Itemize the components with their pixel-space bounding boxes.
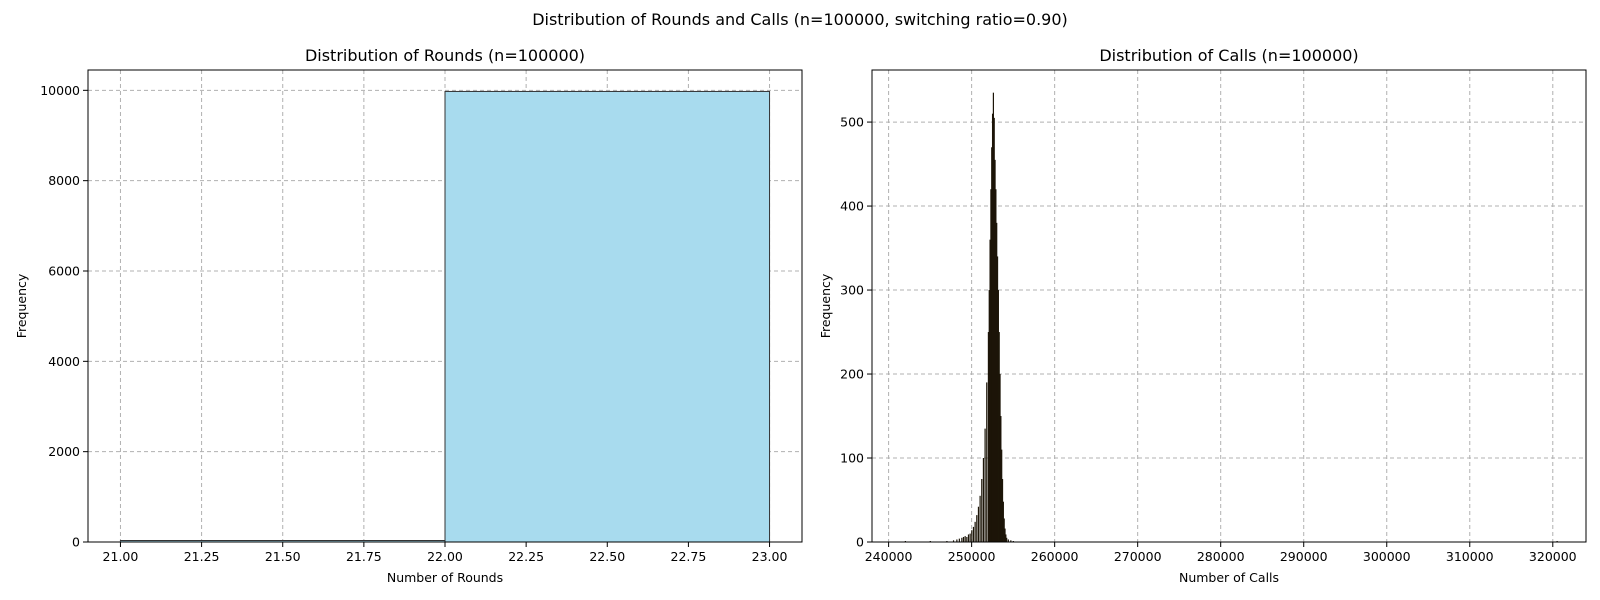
rounds-x-tick-label: 23.00 <box>752 549 788 564</box>
rounds-x-tick-label: 21.75 <box>346 549 382 564</box>
calls-histogram-bar <box>981 479 983 542</box>
calls-x-tick-label: 310000 <box>1446 549 1494 564</box>
calls-histogram-bar <box>995 189 997 543</box>
figure-suptitle: Distribution of Rounds and Calls (n=1000… <box>532 10 1068 29</box>
calls-histogram-bar <box>997 290 999 542</box>
calls-chart-title: Distribution of Calls (n=100000) <box>1099 46 1358 65</box>
calls-histogram-bar <box>1010 540 1012 542</box>
calls-histogram-bar <box>1003 518 1005 542</box>
calls-histogram-bar <box>1007 539 1009 542</box>
rounds-x-tick-label: 22.50 <box>589 549 625 564</box>
calls-bars <box>904 92 1558 543</box>
calls-y-ticks: 0 100 200 300 400 500 <box>840 115 872 550</box>
calls-histogram-bar <box>969 533 971 542</box>
calls-histogram-bar <box>994 159 996 543</box>
calls-histogram-bar <box>996 256 999 542</box>
calls-histogram-bar <box>972 526 975 542</box>
calls-histogram-bar <box>967 534 970 542</box>
calls-histogram-bar <box>989 239 991 542</box>
calls-x-tick-label: 320000 <box>1529 549 1577 564</box>
calls-histogram-bar <box>984 428 986 542</box>
calls-y-axis-label: Frequency <box>818 273 833 338</box>
calls-histogram-bar <box>1002 501 1004 542</box>
calls-histogram-bar <box>1001 479 1004 542</box>
calls-histogram-bar <box>962 536 965 542</box>
rounds-x-tick-label: 21.50 <box>265 549 301 564</box>
calls-histogram-bar <box>952 540 955 542</box>
calls-histogram-bar <box>987 332 990 542</box>
calls-x-tick-label: 270000 <box>1114 549 1162 564</box>
rounds-x-tick-label: 21.25 <box>184 549 220 564</box>
rounds-y-ticks: 0 2000 4000 6000 8000 10000 <box>40 83 88 550</box>
rounds-histogram-panel: Distribution of Rounds (n=100000) 21.00 2… <box>14 46 803 585</box>
calls-x-tick-label: 290000 <box>1280 549 1328 564</box>
calls-histogram-panel: Distribution of Calls (n=100000) 240000 2… <box>818 46 1587 585</box>
calls-histogram-bar <box>974 521 976 542</box>
calls-y-tick-label: 500 <box>840 115 864 130</box>
rounds-y-axis-label: Frequency <box>14 273 29 338</box>
rounds-x-tick-label: 22.75 <box>671 549 707 564</box>
calls-histogram-bar <box>986 382 988 542</box>
calls-x-axis-label: Number of Calls <box>1179 570 1279 585</box>
rounds-x-tick-label: 22.00 <box>427 549 463 564</box>
rounds-x-axis-label: Number of Rounds <box>387 570 503 585</box>
calls-y-tick-label: 100 <box>840 451 864 466</box>
calls-x-tick-label: 280000 <box>1197 549 1245 564</box>
rounds-bars <box>119 90 771 543</box>
calls-histogram-bar <box>999 374 1001 542</box>
calls-histogram-bar <box>988 290 990 542</box>
rounds-histogram-bar <box>444 90 771 543</box>
calls-histogram-bar <box>956 539 958 542</box>
rounds-x-tick-label: 21.00 <box>103 549 139 564</box>
calls-histogram-bar <box>1000 416 1002 542</box>
rounds-y-tick-label: 8000 <box>48 173 80 188</box>
calls-histogram-bar <box>1004 528 1006 542</box>
rounds-y-tick-label: 4000 <box>48 354 80 369</box>
calls-plot-frame <box>871 69 1587 543</box>
calls-histogram-bar <box>982 458 985 542</box>
calls-y-tick-label: 400 <box>840 199 864 214</box>
calls-histogram-bar <box>992 92 994 543</box>
calls-histogram-bar <box>966 536 968 542</box>
calls-y-tick-label: 300 <box>840 283 864 298</box>
calls-histogram-bar <box>991 113 994 542</box>
calls-histogram-bar <box>971 530 973 542</box>
rounds-chart-title: Distribution of Rounds (n=100000) <box>305 46 585 65</box>
calls-grid <box>872 70 1586 543</box>
calls-histogram-bar <box>991 147 993 542</box>
calls-histogram-bar <box>1005 534 1007 542</box>
rounds-y-tick-label: 2000 <box>48 444 80 459</box>
calls-histogram-bar <box>1001 449 1003 542</box>
rounds-y-tick-label: 10000 <box>40 83 80 98</box>
calls-histogram-bar <box>998 332 1000 542</box>
rounds-x-ticks: 21.00 21.25 21.50 21.75 22.00 22.25 22.50 22.75… <box>103 542 788 564</box>
calls-x-tick-label: 240000 <box>865 549 913 564</box>
rounds-y-tick-label: 6000 <box>48 263 80 278</box>
calls-x-tick-label: 260000 <box>1031 549 1079 564</box>
calls-x-ticks: 240000 250000 260000 270000 280000 290000 3000… <box>865 542 1577 564</box>
calls-histogram-bar <box>1006 537 1008 542</box>
calls-histogram-bar <box>993 117 995 542</box>
calls-y-tick-label: 200 <box>840 367 864 382</box>
rounds-x-tick-label: 22.25 <box>508 549 544 564</box>
calls-histogram-bar <box>976 515 978 542</box>
calls-histogram-bar <box>958 538 960 542</box>
calls-x-tick-label: 300000 <box>1363 549 1411 564</box>
calls-histogram-bar <box>996 222 998 542</box>
calls-histogram-bar <box>964 536 966 542</box>
calls-histogram-bar <box>990 189 992 543</box>
calls-histogram-bar <box>979 495 981 542</box>
calls-histogram-bar <box>961 537 963 542</box>
calls-y-tick-label: 0 <box>856 535 864 550</box>
rounds-y-tick-label: 0 <box>72 535 80 550</box>
calls-x-tick-label: 250000 <box>948 549 996 564</box>
calls-histogram-bar <box>977 506 980 542</box>
